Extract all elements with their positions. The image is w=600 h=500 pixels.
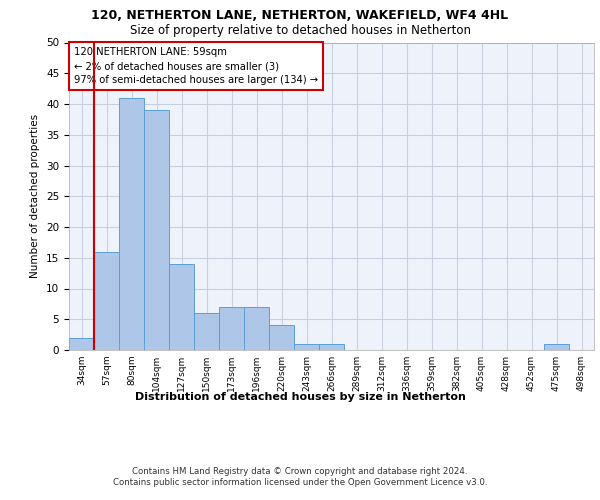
Text: 120 NETHERTON LANE: 59sqm
← 2% of detached houses are smaller (3)
97% of semi-de: 120 NETHERTON LANE: 59sqm ← 2% of detach… (74, 47, 319, 85)
Bar (194, 313, 219, 350)
Bar (269, 326, 294, 350)
Bar (69, 338, 94, 350)
Bar (294, 344, 319, 350)
Y-axis label: Number of detached properties: Number of detached properties (31, 114, 40, 278)
Text: Size of property relative to detached houses in Netherton: Size of property relative to detached ho… (130, 24, 470, 37)
Bar (319, 344, 344, 350)
Bar (544, 344, 569, 350)
Bar (94, 252, 119, 350)
Bar (219, 307, 244, 350)
Text: Distribution of detached houses by size in Netherton: Distribution of detached houses by size … (134, 392, 466, 402)
Bar (119, 98, 144, 350)
Text: Contains HM Land Registry data © Crown copyright and database right 2024.
Contai: Contains HM Land Registry data © Crown c… (113, 468, 487, 487)
Text: 120, NETHERTON LANE, NETHERTON, WAKEFIELD, WF4 4HL: 120, NETHERTON LANE, NETHERTON, WAKEFIEL… (91, 9, 509, 22)
Bar (144, 110, 169, 350)
Bar (169, 264, 194, 350)
Bar (244, 307, 269, 350)
